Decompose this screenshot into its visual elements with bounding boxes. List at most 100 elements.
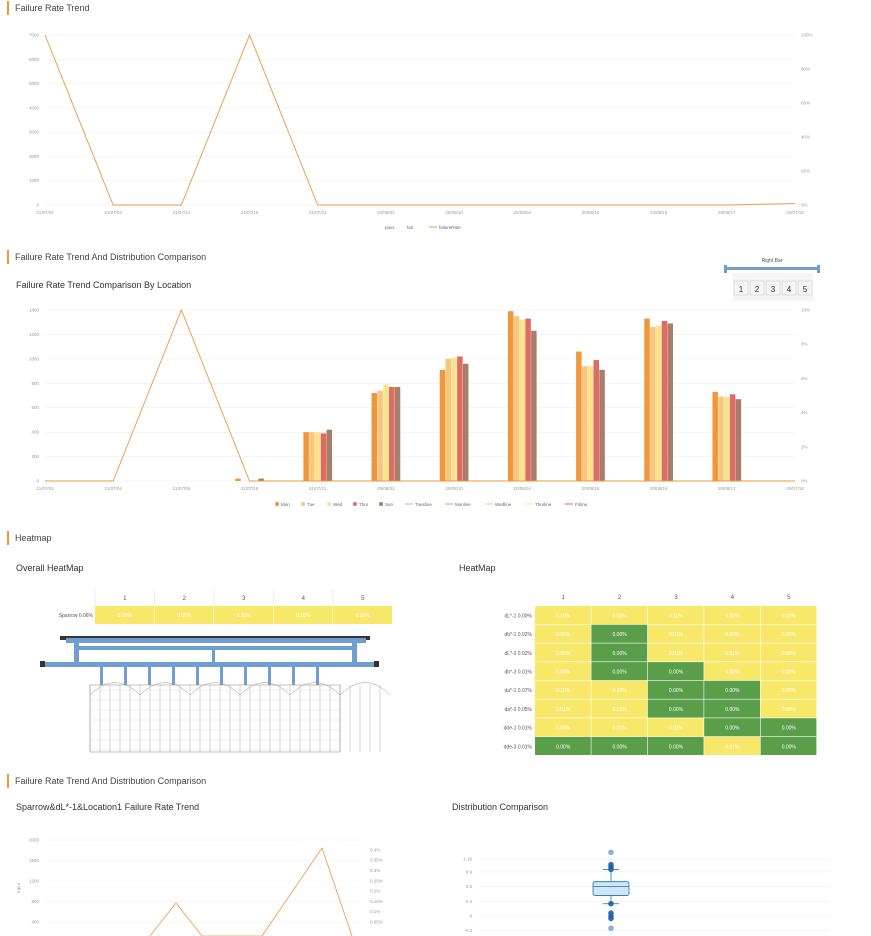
y-tick-label: 0 <box>36 479 39 484</box>
heatmap-cell-value: 0.00% <box>725 632 740 638</box>
bar-Thur <box>661 320 668 481</box>
heatmap-cell <box>591 699 648 718</box>
heatmap-cell-value: 0.10% <box>237 613 252 619</box>
x-tick-label: 20/07/18 <box>786 210 804 215</box>
heatmap-cell <box>704 680 760 699</box>
bar-Tue <box>309 432 315 481</box>
structure-frame <box>89 684 341 753</box>
y-tick-label: 0.3 <box>466 899 473 904</box>
heatmap-cell-value: 0.00% <box>725 707 740 713</box>
heatmap-cell-value: 0.00% <box>556 726 571 732</box>
structure-hanger <box>100 667 103 685</box>
y2-tick-label: 0.05% <box>370 920 383 925</box>
x-tick-label: 20/07/18 <box>786 486 804 491</box>
section-header-heatmap: Heatmap <box>7 531 52 545</box>
bar-Wed <box>519 319 526 481</box>
heatmap-cell <box>95 606 154 624</box>
legend-marker <box>379 502 383 506</box>
heatmap-cell-value: 0.00% <box>782 688 797 694</box>
bar-Tue <box>718 396 724 481</box>
right-bar-slot-label: 1 <box>739 285 744 294</box>
y2-tick-label: 0.35% <box>370 858 383 863</box>
x-tick-label: 21/07/14 <box>173 210 191 215</box>
heatmap-row-label: da*-1 0.07% <box>504 688 532 694</box>
structure-post <box>74 643 79 665</box>
bar-Mon <box>644 318 650 481</box>
bar-Mon <box>235 478 241 481</box>
y-tick-label: 6000 <box>29 57 40 62</box>
chart-title-location: Failure Rate Trend Comparison By Locatio… <box>16 280 192 290</box>
structure-arch <box>89 682 141 696</box>
legend-marker <box>301 502 305 506</box>
heatmap-cell-value: 0.00% <box>613 669 628 675</box>
heatmap-cell <box>214 606 273 624</box>
y2-tick-label: 0% <box>801 203 808 208</box>
legend-item: Tue <box>307 502 315 507</box>
y2-tick-label: 20% <box>801 169 810 174</box>
y-tick-label: 1600 <box>29 858 40 863</box>
heatmap-cell <box>535 662 591 681</box>
heatmap-cell <box>704 662 760 681</box>
y-tick-label: 0 <box>36 203 39 208</box>
bar-Tue <box>377 390 383 481</box>
heatmap-cell-value: 0.00% <box>782 632 797 638</box>
heatmap-cell-value: 0.00% <box>177 613 192 619</box>
y2-tick-label: 10% <box>801 308 810 313</box>
y2-tick-label: 0.4% <box>370 847 380 852</box>
heatmap-cell <box>535 718 591 737</box>
chart-title-heatmap: HeatMap <box>459 563 496 573</box>
x-tick-label: 21/07/21 <box>309 210 327 215</box>
y2-tick-label: 100% <box>801 33 813 38</box>
x-tick-label: 21/07/04 <box>104 486 122 491</box>
legend-item: Thurline <box>535 502 552 507</box>
series-line-Mon <box>45 308 795 482</box>
structure-top-bar <box>66 638 366 643</box>
heatmap-cell-value: 0.00% <box>669 707 684 713</box>
x-tick-label: 20/08/16 <box>650 486 668 491</box>
box-body <box>592 881 630 896</box>
bar-Mon <box>712 391 718 481</box>
right-bar-slot-label: 4 <box>787 285 792 294</box>
heatmap-cell-value: 0.00% <box>782 744 797 750</box>
y2-tick-label: 60% <box>801 101 810 106</box>
x-tick-label: 20/08/04 <box>514 210 532 215</box>
heatmap-cell-value: 0.01% <box>669 726 684 732</box>
right-bar-slot <box>733 280 749 296</box>
sparrow-trend-chart: 400 800 1200 1600 2000 0.05% 0.1% 0.15% 0.2% 0.25… <box>16 838 383 936</box>
heatmap-cell <box>591 736 648 755</box>
y-tick-label: 7000 <box>29 33 40 38</box>
bar-Mon <box>303 432 309 481</box>
heatmap-row-label: Sparrow 0.06% <box>59 613 94 619</box>
heatmap-col-label: 5 <box>361 596 365 602</box>
bar-Thur <box>320 433 327 481</box>
bar-Tue <box>581 366 588 481</box>
heatmap-cell <box>704 718 760 737</box>
right-bar-widget[interactable]: Right Bar 1 2 3 4 5 <box>720 255 830 305</box>
bar-Sun <box>599 369 605 481</box>
bar-Mon <box>576 351 582 481</box>
heatmap-cell-value: 0.00% <box>613 651 628 657</box>
heatmap-col-label: 2 <box>183 596 187 602</box>
bar-Sun <box>394 386 401 481</box>
heatmap-col-label: 1 <box>123 596 127 602</box>
y-tick-label: 2000 <box>29 838 40 843</box>
box-outlier <box>608 925 614 932</box>
heatmap-cell-value: 0.00% <box>725 613 740 619</box>
heatmap-cell <box>647 718 704 737</box>
heatmap-cell-value: 0.00% <box>725 726 740 732</box>
heatmap-cell-value: 0.01% <box>613 726 628 732</box>
structure-hanger <box>244 667 247 685</box>
heatmap-cell-value: 0.10% <box>669 613 684 619</box>
heatmap-cell <box>704 643 760 662</box>
bar-Wed <box>451 357 457 481</box>
bar-Mon <box>371 393 378 481</box>
series-line-failureRate <box>149 847 353 936</box>
heatmap-cell <box>647 699 704 718</box>
overall-heatmap: 1 2 3 4 5 Sparrow 0.06% 0.10% 0.00% 0.10% 0.10% 0.… <box>40 590 392 753</box>
heatmap-cell <box>591 643 648 662</box>
heatmap-cell-value: 0.01% <box>725 651 740 657</box>
x-tick-label: 21/07/08 <box>173 486 191 491</box>
heatmap-cell <box>535 736 591 755</box>
heatmap-cell <box>535 606 591 625</box>
y-tick-label: 1000 <box>29 356 40 361</box>
